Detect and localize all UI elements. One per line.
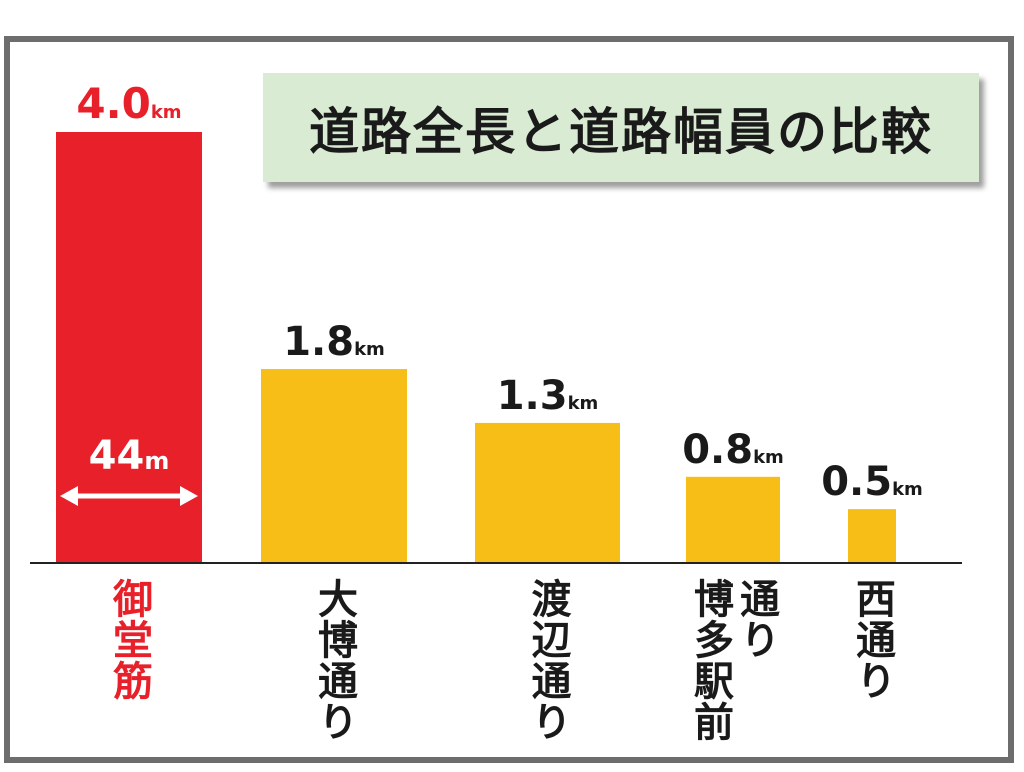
width-annotation-label: 44m [89,433,170,479]
bar-2 [261,369,407,563]
value-label-3: 1.3km [497,373,599,419]
width-arrow-left-head [60,486,78,506]
category-label-1: 御堂筋 [106,578,152,701]
bar-4 [686,476,780,563]
category-label-3: 渡辺通り [524,578,571,742]
bar-3 [475,422,620,563]
value-label-4: 0.8km [682,427,784,473]
chart-title-box: 道路全長と道路幅員の比較 [263,73,979,182]
category-label-2: 大博通り [311,578,357,742]
bar-1 [56,132,202,563]
category-label-5: 西通り [849,578,895,701]
chart-title: 道路全長と道路幅員の比較 [309,102,933,161]
value-label-2: 1.8km [283,319,385,365]
value-label-5: 0.5km [821,459,923,505]
width-arrow-right-head [180,486,198,506]
value-label-1: 4.0km [76,79,181,128]
category-label-4: 通り 博多駅前 [687,578,779,742]
bar-5 [848,509,896,563]
